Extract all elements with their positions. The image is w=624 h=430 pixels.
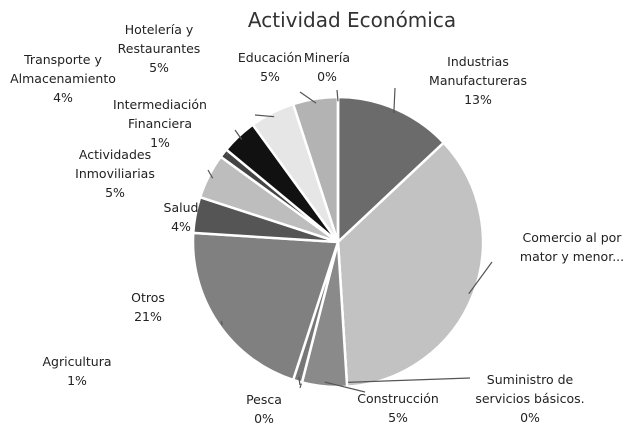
slice-label: Industrias Manufactureras	[429, 54, 527, 88]
slice-value-label: 21%	[134, 309, 162, 324]
slice-value-label: 1%	[67, 373, 87, 388]
slice-label: Actividades Inmoviliarias	[75, 147, 155, 181]
slice-value-label: 5%	[149, 60, 169, 75]
leader-line	[234, 129, 243, 140]
leader-line	[336, 89, 339, 102]
leader-line	[207, 169, 214, 179]
slice-value-label: 5%	[105, 185, 125, 200]
pie-slice	[191, 231, 340, 382]
chart-title: Actividad Económica	[247, 8, 457, 32]
slice-value-label: 1%	[150, 135, 170, 150]
slice-label: Intermediación Financiera	[113, 97, 207, 131]
slice-value-label: 4%	[171, 219, 191, 234]
leader-line	[393, 87, 396, 113]
slice-label: Minería	[303, 50, 351, 65]
slice-label: Otros	[131, 290, 165, 305]
leader-line	[254, 114, 275, 118]
slice-label: Comercio al por mator y menor...	[519, 230, 624, 264]
slice-label: Salud	[163, 200, 199, 215]
slice-value-label: 5%	[388, 410, 408, 425]
slice-value-label: 0%	[317, 69, 337, 84]
slice-value-label: 0%	[254, 411, 274, 426]
slice-label: Transporte y Almacenamiento	[10, 52, 116, 86]
leader-line	[299, 91, 317, 104]
slice-value-label: 13%	[464, 92, 492, 107]
leader-line	[468, 261, 493, 295]
slice-label: Construcción	[357, 391, 439, 406]
leader-line	[346, 377, 471, 383]
pie-slice	[336, 140, 485, 389]
leader-line	[324, 381, 366, 393]
slice-value-label: 0%	[520, 410, 540, 425]
slice-label: Agricultura	[42, 354, 112, 369]
slice-label: Suministro de servicios básicos.	[475, 372, 585, 406]
slice-label: Hotelería y Restaurantes	[117, 22, 201, 56]
slice-label: Educación	[237, 50, 303, 65]
slice-label: Pesca	[246, 392, 282, 407]
slice-value-label: 5%	[260, 69, 280, 84]
pie-slice	[336, 95, 446, 245]
leader-line	[298, 376, 301, 386]
slice-value-label: 4%	[53, 90, 73, 105]
